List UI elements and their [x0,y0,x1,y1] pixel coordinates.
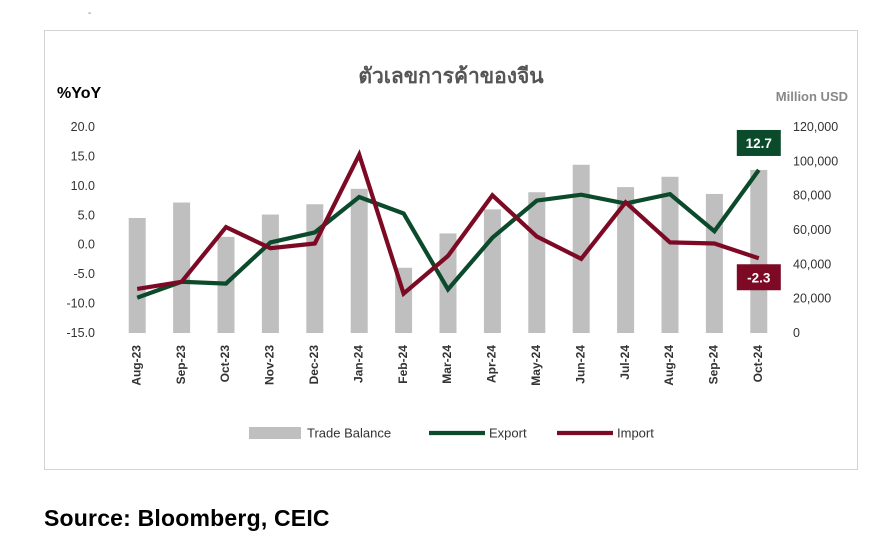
chart-frame: 20.0 15.0 10.0 5.0 0.0 -5.0 -10.0 -15.0 120,000 1… [44,30,858,470]
export-line [136,168,761,300]
left-tick-label: -10.0 [67,297,96,311]
category-label: Sep-24 [707,345,721,385]
export-callout-label: 12.7 [746,136,772,151]
left-tick-label: 0.0 [78,238,95,252]
import-callout-box [736,264,781,291]
category-label: Jul-24 [618,345,632,380]
category-label: Nov-23 [263,345,277,385]
chart-svg: 20.0 15.0 10.0 5.0 0.0 -5.0 -10.0 -15.0 120,000 1… [57,64,848,441]
left-tick-label: 10.0 [71,179,95,193]
category-label: Apr-24 [485,345,499,383]
category-label: Dec-23 [307,345,321,385]
left-tick-label: -5.0 [73,267,95,281]
trade-balance-bar [617,187,635,333]
trade-balance-bar [661,176,679,333]
source-note: Source: Bloomberg, CEIC [44,505,330,531]
left-tick-label: 20.0 [71,120,95,134]
legend-layer: Trade Balance Export Import [249,426,654,441]
export-callout-box [736,129,781,156]
legend-label: Trade Balance [307,426,391,441]
category-label: Jun-24 [573,345,587,384]
legend-label: Import [617,426,654,441]
category-label: Aug-23 [129,345,143,386]
right-axis-title: Million USD [776,89,848,104]
callout-layer: 12.7 -2.3 [736,129,781,291]
trade-balance-bar [528,192,546,333]
right-tick-label: 40,000 [793,257,831,271]
category-label: Feb-24 [396,345,410,384]
right-tick-label: 0 [793,326,800,340]
trade-balance-bar [261,214,279,333]
chart-title: ตัวเลขการค้าของจีน [358,64,544,88]
category-label: Oct-23 [218,345,232,383]
trade-balance-bar [483,209,501,333]
axes-layer: 20.0 15.0 10.0 5.0 0.0 -5.0 -10.0 -15.0 120,000 1… [67,120,839,386]
right-tick-label: 100,000 [793,154,838,168]
category-label: Aug-24 [662,345,676,386]
right-tick-label: 80,000 [793,189,831,203]
category-label: Sep-23 [174,345,188,385]
legend-label: Export [489,426,527,441]
import-line [136,149,760,298]
category-label: May-24 [529,345,543,386]
category-label: Oct-24 [751,345,765,383]
bars-layer [128,164,768,333]
trade-balance-bar [572,164,590,333]
import-callout-label: -2.3 [747,270,771,285]
lines-layer [136,149,761,300]
left-tick-label: -15.0 [67,326,96,340]
category-label: Mar-24 [440,345,454,384]
right-tick-label: 20,000 [793,292,831,306]
corner-marker: - [88,8,92,19]
right-tick-label: 120,000 [793,120,838,134]
left-tick-label: 15.0 [71,149,95,163]
trade-balance-bar [306,204,324,333]
trade-balance-bar [705,193,723,333]
trade-balance-bar [173,202,191,333]
trade-balance-bar [750,169,768,333]
trade-balance-bar [350,188,368,333]
trade-balance-bar [128,217,146,333]
left-axis-title: %YoY [57,85,101,102]
category-label: Jan-24 [351,345,365,383]
legend-swatch-bar [249,427,301,439]
left-tick-label: 5.0 [78,208,95,222]
right-tick-label: 60,000 [793,223,831,237]
